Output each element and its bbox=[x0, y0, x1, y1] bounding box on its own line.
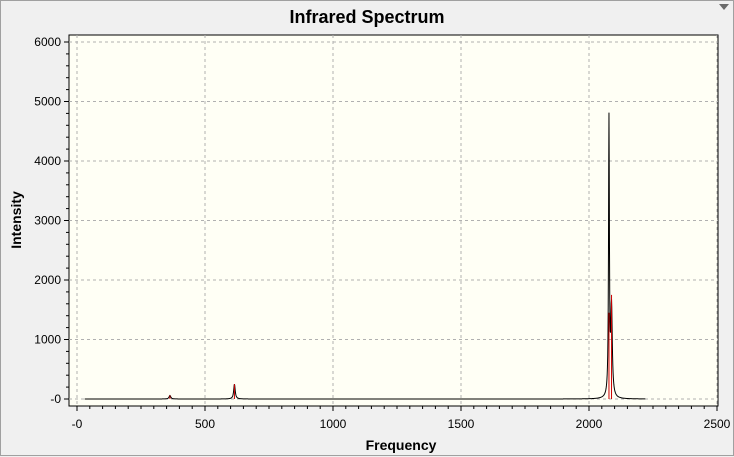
chart-title: Infrared Spectrum bbox=[289, 7, 445, 27]
y-tick-label: 6000 bbox=[34, 35, 61, 49]
y-tick-label: 1000 bbox=[34, 333, 61, 347]
y-tick-label: -0 bbox=[50, 392, 61, 406]
x-axis-label: Frequency bbox=[366, 437, 437, 453]
x-tick-label: 2500 bbox=[704, 417, 731, 431]
x-tick-label: 500 bbox=[195, 417, 215, 431]
y-axis-label: Intensity bbox=[8, 191, 24, 249]
y-tick-label: 4000 bbox=[34, 154, 61, 168]
x-tick-label: 1000 bbox=[320, 417, 347, 431]
y-tick-label: 3000 bbox=[34, 214, 61, 228]
menu-caret-icon[interactable] bbox=[719, 4, 729, 10]
y-tick-label: 2000 bbox=[34, 273, 61, 287]
y-tick-label: 5000 bbox=[34, 95, 61, 109]
x-tick-label: -0 bbox=[72, 417, 83, 431]
spectrum-line bbox=[84, 112, 646, 400]
x-tick-label: 1500 bbox=[448, 417, 475, 431]
x-tick-label: 2000 bbox=[576, 417, 603, 431]
